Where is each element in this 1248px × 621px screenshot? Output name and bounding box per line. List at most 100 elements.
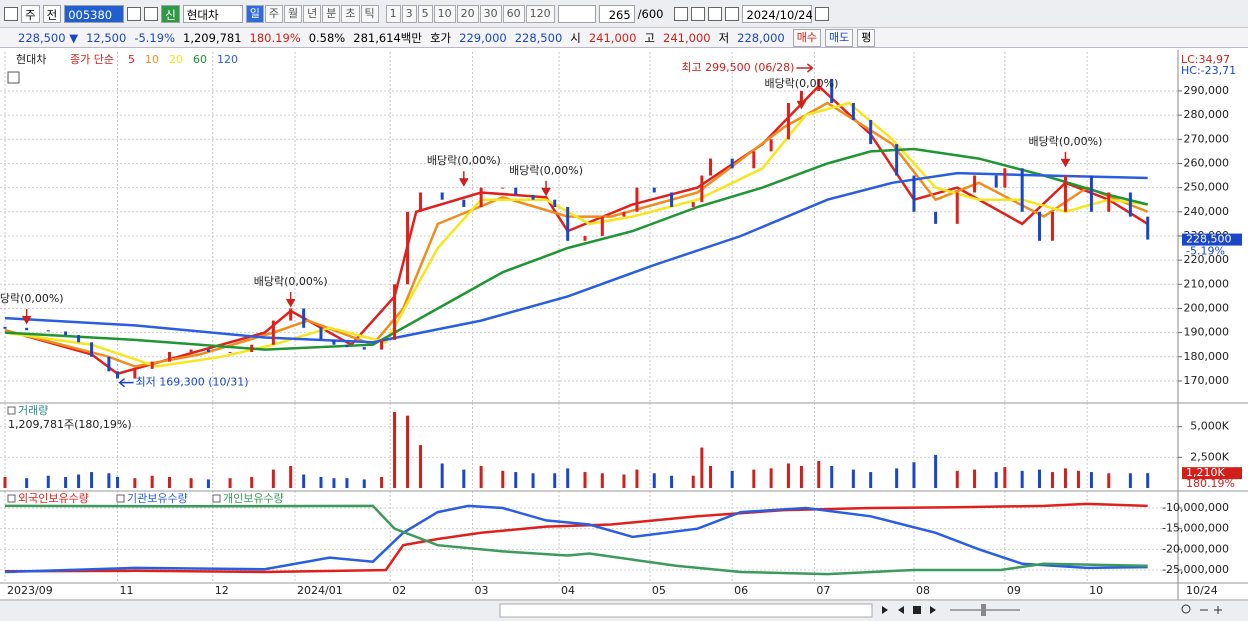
info-item: 저	[718, 30, 730, 45]
legend-item: 20	[169, 53, 183, 66]
y-tick-label: 200,000	[1184, 301, 1230, 314]
candle	[25, 327, 29, 331]
x-tick-label: 10	[1089, 584, 1103, 597]
volume-bar	[830, 465, 834, 488]
period-select[interactable]: 주	[21, 4, 40, 23]
volume-bar	[406, 415, 410, 488]
volume-bar	[1076, 470, 1080, 488]
candle	[583, 235, 587, 241]
candle	[566, 206, 570, 241]
volume-bar	[271, 469, 275, 488]
zoom-handle[interactable]	[981, 604, 986, 616]
ratio-label: 180.19%	[1186, 477, 1235, 490]
volume-bar	[167, 476, 171, 488]
interval-button[interactable]: 초	[341, 4, 360, 23]
trade-button[interactable]: 평	[857, 28, 876, 47]
volume-bar	[107, 473, 111, 488]
volume-bar	[1128, 473, 1132, 488]
x-tick-label: 11	[120, 584, 134, 597]
scroll-prev[interactable]	[898, 606, 904, 614]
volume-bar	[150, 475, 154, 488]
num-button[interactable]: 30	[479, 4, 502, 23]
date-input[interactable]: 2024/10/24	[742, 4, 813, 23]
num-button[interactable]: 5	[417, 4, 433, 23]
interval-button[interactable]: 틱	[360, 4, 379, 23]
volume-bar	[1020, 470, 1024, 488]
blank-select[interactable]	[557, 4, 596, 23]
y-tick-label: 240,000	[1184, 205, 1230, 218]
info-item: 228,500 ▼	[18, 30, 79, 45]
save-icon[interactable]	[708, 6, 723, 21]
tool-icon[interactable]	[691, 6, 706, 21]
trade-button[interactable]: 매수	[792, 28, 821, 47]
candle	[895, 144, 899, 176]
num-button[interactable]: 60	[502, 4, 525, 23]
code-input[interactable]: 005380	[64, 4, 125, 23]
volume-bar	[393, 411, 397, 488]
candle	[64, 331, 68, 336]
num-button[interactable]: 3	[401, 4, 417, 23]
candle	[973, 175, 977, 193]
interval-button[interactable]: 년	[303, 4, 322, 23]
candle	[3, 326, 7, 329]
num-button[interactable]: 10	[433, 4, 456, 23]
volume-bar	[116, 476, 120, 488]
y-tick-label: 260,000	[1184, 156, 1230, 169]
volume-bar	[440, 463, 444, 488]
x-tick-label: 12	[215, 584, 229, 597]
candle	[553, 199, 557, 207]
stop-btn[interactable]	[913, 606, 921, 614]
candle	[817, 78, 821, 91]
scroll-thumb[interactable]	[499, 603, 873, 618]
volume-bar	[752, 469, 756, 488]
candle	[994, 175, 998, 188]
candle	[250, 344, 254, 352]
num-button[interactable]: 20	[456, 4, 479, 23]
candle	[1063, 175, 1067, 212]
sound-icon[interactable]	[144, 6, 159, 21]
y-tick-label: -15,000,000	[1162, 522, 1229, 535]
zoom-icon[interactable]	[1181, 604, 1191, 614]
calendar-icon[interactable]	[815, 6, 830, 21]
candle	[406, 211, 410, 285]
interval-button[interactable]: 분	[322, 4, 341, 23]
y-tick-label: 2,500K	[1190, 450, 1229, 463]
menu-icon[interactable]	[4, 6, 18, 21]
num-group: 1 3 5 10 20 30 60 120	[385, 4, 555, 23]
info-item: 고	[644, 30, 656, 45]
candle	[501, 187, 505, 189]
volume-bar	[553, 473, 557, 488]
count-input[interactable]: 265	[598, 4, 635, 23]
volume-bar	[250, 476, 254, 488]
prev-select[interactable]: 전	[42, 4, 62, 23]
num-button[interactable]: 1	[385, 4, 401, 23]
volume-bar	[1063, 468, 1067, 488]
settings-icon[interactable]	[725, 6, 740, 21]
tool-icon[interactable]	[674, 6, 689, 21]
interval-button[interactable]: 일	[245, 4, 264, 23]
scroll-right[interactable]	[882, 606, 888, 614]
dividend-label: 배당락(0,00%)	[427, 154, 501, 167]
interval-button[interactable]: 월	[284, 4, 303, 23]
info-item: 1,209,781	[183, 30, 242, 45]
candle	[869, 119, 873, 145]
new-badge: 신	[161, 4, 180, 23]
x-end-label: 10/24	[1186, 584, 1218, 597]
volume-bar	[799, 465, 803, 488]
num-button[interactable]: 120	[525, 4, 555, 23]
candle	[514, 187, 518, 195]
legend-item: 기관보유수량	[127, 492, 188, 505]
candle	[851, 103, 855, 120]
chart-bg	[0, 50, 1248, 600]
last-price-label: 228,500	[1186, 233, 1232, 246]
dividend-label: 배당락(0,00%)	[1029, 135, 1103, 148]
trade-button[interactable]: 매도	[824, 28, 854, 47]
calc-icon[interactable]	[7, 71, 20, 84]
interval-button[interactable]: 주	[264, 4, 284, 23]
search-icon[interactable]	[127, 6, 142, 21]
volume-bar	[362, 479, 366, 488]
play-btn[interactable]	[930, 606, 936, 614]
candle	[1076, 175, 1080, 177]
info-item: 시	[570, 30, 581, 45]
name-input[interactable]: 현대차	[182, 4, 243, 23]
